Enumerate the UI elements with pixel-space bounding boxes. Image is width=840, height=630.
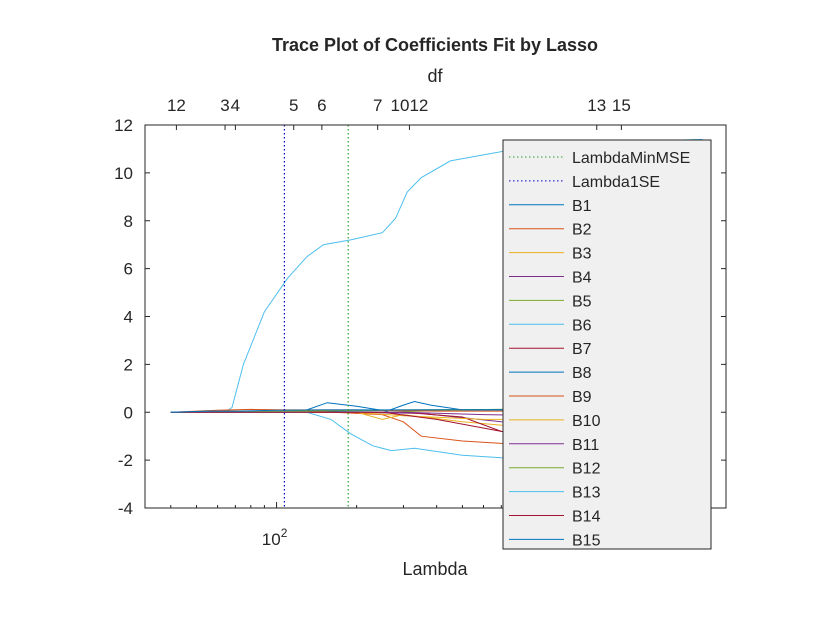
legend-item-b9[interactable]: B9 [509, 389, 592, 406]
legend-label: B13 [572, 485, 601, 502]
y-tick-label: -2 [118, 451, 133, 470]
y-tick-label: 10 [114, 164, 133, 183]
y-tick-label: 4 [124, 308, 133, 327]
legend-item-b5[interactable]: B5 [509, 293, 592, 310]
legend-label: B6 [572, 317, 592, 334]
top-axis-label: df [427, 66, 443, 86]
x-tick-exponent: 2 [281, 526, 288, 540]
y-tick-label: 6 [124, 260, 133, 279]
df-tick-label: 6 [317, 96, 326, 115]
df-tick-label: 1012 [391, 96, 429, 115]
legend-label: B9 [572, 389, 592, 406]
legend-label: B10 [572, 413, 601, 430]
legend-item-b4[interactable]: B4 [509, 270, 592, 287]
legend-item-b2[interactable]: B2 [509, 222, 592, 239]
legend-item-b3[interactable]: B3 [509, 246, 592, 263]
x-tick-label-100: 102 [262, 526, 288, 549]
df-tick-label: 13 [587, 96, 606, 115]
legend-item-lambdaminmse[interactable]: LambdaMinMSE [509, 150, 690, 167]
chart-title: Trace Plot of Coefficients Fit by Lasso [272, 35, 598, 55]
legend-item-b1[interactable]: B1 [509, 198, 592, 215]
legend-label: Lambda1SE [572, 174, 660, 191]
df-tick-label: 7 [373, 96, 382, 115]
df-tick-label: 4 [231, 96, 240, 115]
x-tick-base: 10 [262, 530, 281, 549]
df-tick-label: 12 [167, 96, 186, 115]
legend: LambdaMinMSE Lambda1SE B1 B2 B3 B4 B5 B6 B7 B8 B9 B… [502, 139, 712, 550]
x-axis-label: Lambda [402, 559, 468, 579]
legend-item-b15[interactable]: B15 [509, 532, 601, 549]
y-tick-label: 12 [114, 116, 133, 135]
legend-item-b10[interactable]: B10 [509, 413, 601, 430]
legend-box [502, 139, 712, 550]
legend-item-b11[interactable]: B11 [509, 437, 599, 454]
legend-label: B4 [572, 270, 592, 287]
legend-item-b7[interactable]: B7 [509, 341, 592, 358]
y-tick-label: 8 [124, 212, 133, 231]
legend-label: B12 [572, 461, 601, 478]
df-tick-label: 3 [220, 96, 229, 115]
legend-label: B15 [572, 532, 601, 549]
legend-label: B8 [572, 365, 592, 382]
df-tick-label: 15 [612, 96, 631, 115]
legend-item-b6[interactable]: B6 [509, 317, 592, 334]
legend-label: B5 [572, 293, 592, 310]
legend-label: B11 [572, 437, 599, 454]
df-tick-label: 5 [289, 96, 298, 115]
legend-item-b13[interactable]: B13 [509, 485, 601, 502]
legend-label: LambdaMinMSE [572, 150, 690, 167]
series-line-b6 [170, 138, 703, 413]
legend-item-b14[interactable]: B14 [509, 509, 601, 526]
y-tick-label: -4 [118, 499, 133, 518]
legend-label: B14 [572, 509, 601, 526]
legend-item-b12[interactable]: B12 [509, 461, 601, 478]
y-tick-label: 0 [124, 403, 133, 422]
legend-item-lambda1se[interactable]: Lambda1SE [509, 174, 660, 191]
legend-label: B2 [572, 222, 592, 239]
legend-label: B1 [572, 198, 592, 215]
legend-label: B3 [572, 246, 592, 263]
y-tick-label: 2 [124, 355, 133, 374]
legend-item-b8[interactable]: B8 [509, 365, 592, 382]
legend-label: B7 [572, 341, 592, 358]
